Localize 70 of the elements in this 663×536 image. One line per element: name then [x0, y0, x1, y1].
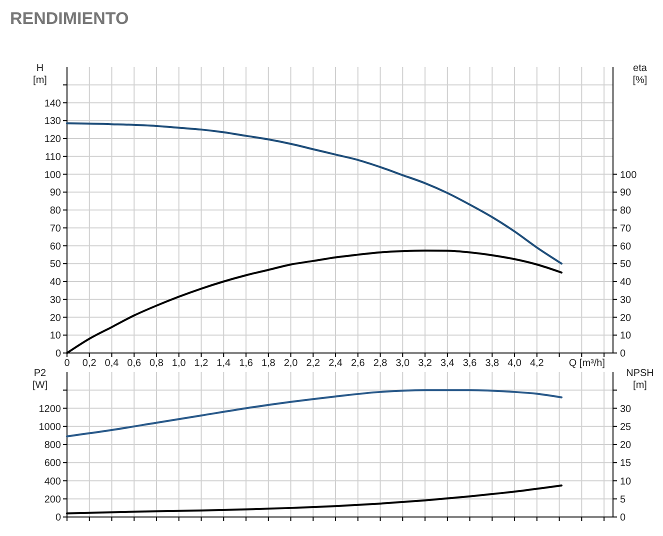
y-tick-label: 100 — [44, 170, 62, 181]
y-tick-label: 50 — [50, 259, 62, 270]
x-tick-label: 4,0 — [508, 358, 522, 369]
x-tick-label: 2,0 — [284, 358, 298, 369]
y-tick-label: 30 — [50, 294, 62, 306]
y2-axis-title: NPSH [m] — [626, 368, 654, 391]
x-tick-label: 3,8 — [485, 358, 500, 369]
y-tick-label: 0 — [55, 348, 62, 360]
x-tick-label: 2,4 — [328, 358, 343, 369]
x-tick-label: 1,0 — [172, 358, 186, 369]
y-axis-title: H [m] — [33, 63, 48, 86]
y-tick-label: 130 — [44, 116, 62, 128]
line-series — [66, 122, 563, 265]
y-axis-title: P2 [W] — [32, 368, 48, 391]
y-tick-label: 110 — [45, 152, 62, 163]
y-tick-label: 70 — [50, 223, 62, 234]
y-tick-label: 0 — [55, 512, 62, 524]
x-tick-label: 2,2 — [306, 358, 321, 369]
y2-axis-title: eta [%] — [632, 63, 648, 86]
x-tick-label: 3,0 — [396, 358, 410, 369]
y-tick-label: 400 — [44, 476, 62, 488]
y2-tick-label: 60 — [620, 241, 632, 252]
y2-tick-label: 30 — [620, 404, 632, 415]
y2-tick-label: 0 — [620, 348, 626, 360]
line-series — [66, 389, 563, 438]
y2-tick-label: 5 — [620, 494, 626, 506]
y2-tick-label: 100 — [620, 170, 638, 181]
x-tick-label: 3,2 — [418, 358, 432, 369]
y2-tick-label: 10 — [620, 330, 632, 342]
y-tick-label: 1000 — [38, 422, 62, 433]
y-tick-label: 800 — [44, 440, 62, 451]
x-axis-title: Q [m³/h] — [568, 358, 606, 369]
y-tick-label: 1200 — [38, 404, 62, 415]
y2-tick-label: 0 — [620, 512, 626, 524]
y2-tick-label: 50 — [620, 259, 632, 270]
y-tick-label: 120 — [44, 134, 62, 145]
x-tick-label: 1,8 — [261, 358, 276, 369]
y-tick-label: 200 — [44, 494, 62, 506]
x-tick-label: 3,6 — [462, 358, 478, 369]
chart-title: RENDIMIENTO — [10, 9, 129, 28]
y2-tick-label: 40 — [620, 277, 632, 288]
y-tick-label: 40 — [50, 277, 62, 288]
y-tick-label: 20 — [50, 312, 62, 324]
x-tick-label: 2,8 — [373, 358, 388, 369]
x-tick-label: 0,4 — [104, 358, 120, 369]
y2-tick-label: 25 — [620, 422, 632, 433]
y-tick-label: 600 — [44, 458, 62, 470]
y-tick-label: 60 — [50, 241, 62, 252]
x-tick-label: 4,2 — [530, 358, 544, 369]
x-tick-label: 1,2 — [194, 358, 209, 369]
y-tick-label: 80 — [50, 206, 62, 216]
x-tick-label: 0,2 — [82, 358, 97, 369]
y2-tick-label: 10 — [620, 476, 632, 488]
y2-tick-label: 90 — [620, 188, 632, 199]
x-tick-label: 2,6 — [350, 358, 366, 369]
y-tick-label: 90 — [50, 188, 62, 199]
x-tick-label: 0,6 — [127, 358, 142, 369]
y2-tick-label: 20 — [620, 440, 632, 451]
x-tick-label: 0,8 — [150, 358, 164, 369]
y-tick-label: 10 — [50, 330, 62, 342]
y2-tick-label: 20 — [620, 312, 632, 324]
x-tick-label: 1,6 — [239, 358, 254, 369]
y2-tick-label: 15 — [620, 458, 632, 470]
y-tick-label: 140 — [44, 98, 62, 110]
x-tick-label: 3,4 — [440, 358, 455, 369]
y2-tick-label: 70 — [620, 223, 632, 234]
y2-tick-label: 80 — [620, 206, 632, 216]
x-tick-label: 0 — [64, 358, 70, 369]
y2-tick-label: 30 — [620, 294, 632, 306]
x-tick-label: 1,4 — [216, 358, 232, 369]
